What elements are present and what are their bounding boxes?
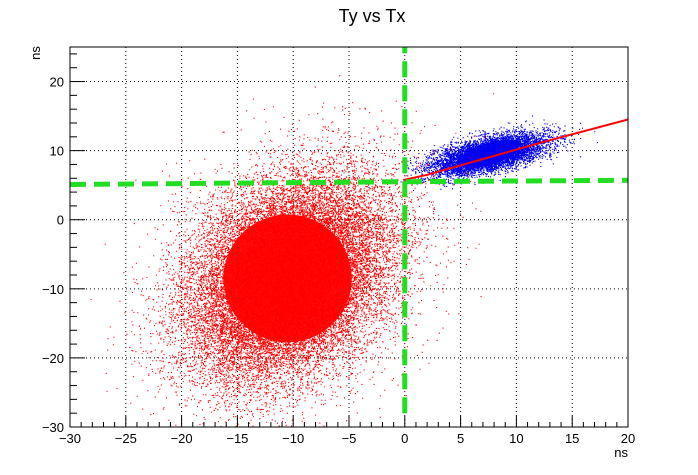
overlay-lines (70, 47, 628, 414)
y-tick-label: 10 (50, 144, 64, 159)
y-tick-label: −30 (42, 420, 64, 435)
y-axis-title: ns (28, 46, 43, 60)
x-tick-label: −15 (226, 431, 248, 446)
x-tick-label: 5 (457, 431, 464, 446)
x-tick-label: 20 (621, 431, 635, 446)
x-tick-label: 15 (565, 431, 579, 446)
horizontal-cut-line (70, 177, 628, 187)
x-tick-label: 10 (509, 431, 523, 446)
x-tick-label: −10 (282, 431, 304, 446)
y-tick-label: −20 (42, 351, 64, 366)
x-tick-label: −5 (342, 431, 357, 446)
scatter-points (90, 75, 598, 427)
x-tick-label: 0 (401, 431, 408, 446)
y-tick-label: 20 (50, 75, 64, 90)
point-cloud-red (90, 75, 495, 427)
x-tick-label: −25 (115, 431, 137, 446)
fit-line (404, 118, 628, 181)
dense-core-red (223, 214, 352, 343)
x-tick-label: −20 (171, 431, 193, 446)
x-axis-title: ns (614, 445, 628, 460)
axis-ticks: −30 −25 −20 −15 −10 −5 0 5 10 15 20 −30 −20 −10 0 10 20 (42, 53, 635, 446)
y-tick-label: 0 (57, 213, 64, 228)
y-tick-label: −10 (42, 282, 64, 297)
chart-title: Ty vs Tx (339, 6, 406, 26)
x-tick-label: −30 (59, 431, 81, 446)
